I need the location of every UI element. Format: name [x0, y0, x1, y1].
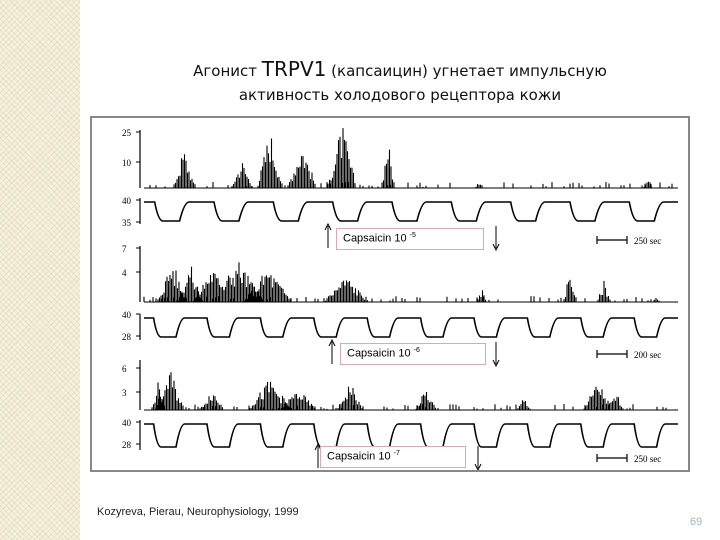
temperature-trace — [144, 317, 678, 338]
recording-traces: 25 10 40 35 250 sec 7 4 40 28 200 sec 6 3 40 28 250 se… — [122, 128, 678, 470]
temp-tick-label: 35 — [122, 218, 132, 228]
temperature-trace — [144, 201, 678, 222]
spike-tick-label: 7 — [122, 244, 127, 254]
slide-title-line2: активность холодового рецептора кожи — [238, 86, 562, 104]
capsaicin-label-3-text: Capsaicin 10 — [327, 450, 394, 463]
title-prefix: Агонист — [193, 62, 262, 80]
temp-tick-label: 28 — [122, 440, 132, 450]
spike-tick-label: 25 — [122, 128, 132, 138]
temp-tick-label: 40 — [122, 196, 132, 206]
spike-tick-label: 6 — [122, 364, 127, 374]
title-highlight: TRPV1 — [261, 57, 327, 81]
recording-figure: 25 10 40 35 250 sec 7 4 40 28 200 sec 6 3 40 28 250 se… — [90, 116, 690, 472]
capsaicin-label-1: Capsaicin 10 -5 — [336, 228, 484, 250]
time-scale-label: 250 sec — [634, 236, 661, 246]
temperature-trace — [144, 423, 678, 448]
spike-trace — [149, 128, 673, 188]
capsaicin-label-3: Capsaicin 10 -7 — [320, 446, 466, 468]
temp-tick-label: 40 — [122, 418, 132, 428]
arrow-down-icon — [492, 243, 500, 252]
page-number: 69 — [690, 516, 703, 528]
spike-tick-label: 10 — [122, 158, 132, 168]
capsaicin-label-2-text: Capsaicin 10 — [347, 347, 414, 360]
temp-tick-label: 28 — [122, 332, 132, 342]
time-scale-label: 250 sec — [634, 454, 661, 464]
decorative-side-strip — [0, 0, 80, 540]
capsaicin-label-1-exp: -5 — [409, 232, 416, 239]
capsaicin-label-2: Capsaicin 10 -6 — [340, 343, 486, 365]
arrow-down-icon — [492, 359, 500, 368]
capsaicin-label-3-exp: -7 — [393, 450, 400, 457]
time-scale-label: 200 sec — [634, 350, 661, 360]
spike-trace — [151, 372, 667, 410]
title-suffix: (капсаицин) угнетает импульсную — [326, 62, 607, 80]
spike-tick-label: 3 — [122, 388, 127, 398]
arrow-up-icon — [324, 222, 332, 231]
slide-title-line1: Агонист TRPV1 (капсаицин) угнетает импул… — [120, 58, 680, 82]
temp-tick-label: 40 — [122, 310, 132, 320]
citation: Kozyreva, Pierau, Neurophysiology, 1999 — [97, 506, 299, 518]
capsaicin-label-1-text: Capsaicin 10 — [343, 232, 410, 245]
arrow-down-icon — [474, 463, 482, 470]
spike-tick-label: 4 — [122, 268, 127, 278]
arrow-up-icon — [328, 338, 336, 347]
spike-trace — [143, 262, 660, 302]
capsaicin-label-2-exp: -6 — [413, 347, 420, 354]
